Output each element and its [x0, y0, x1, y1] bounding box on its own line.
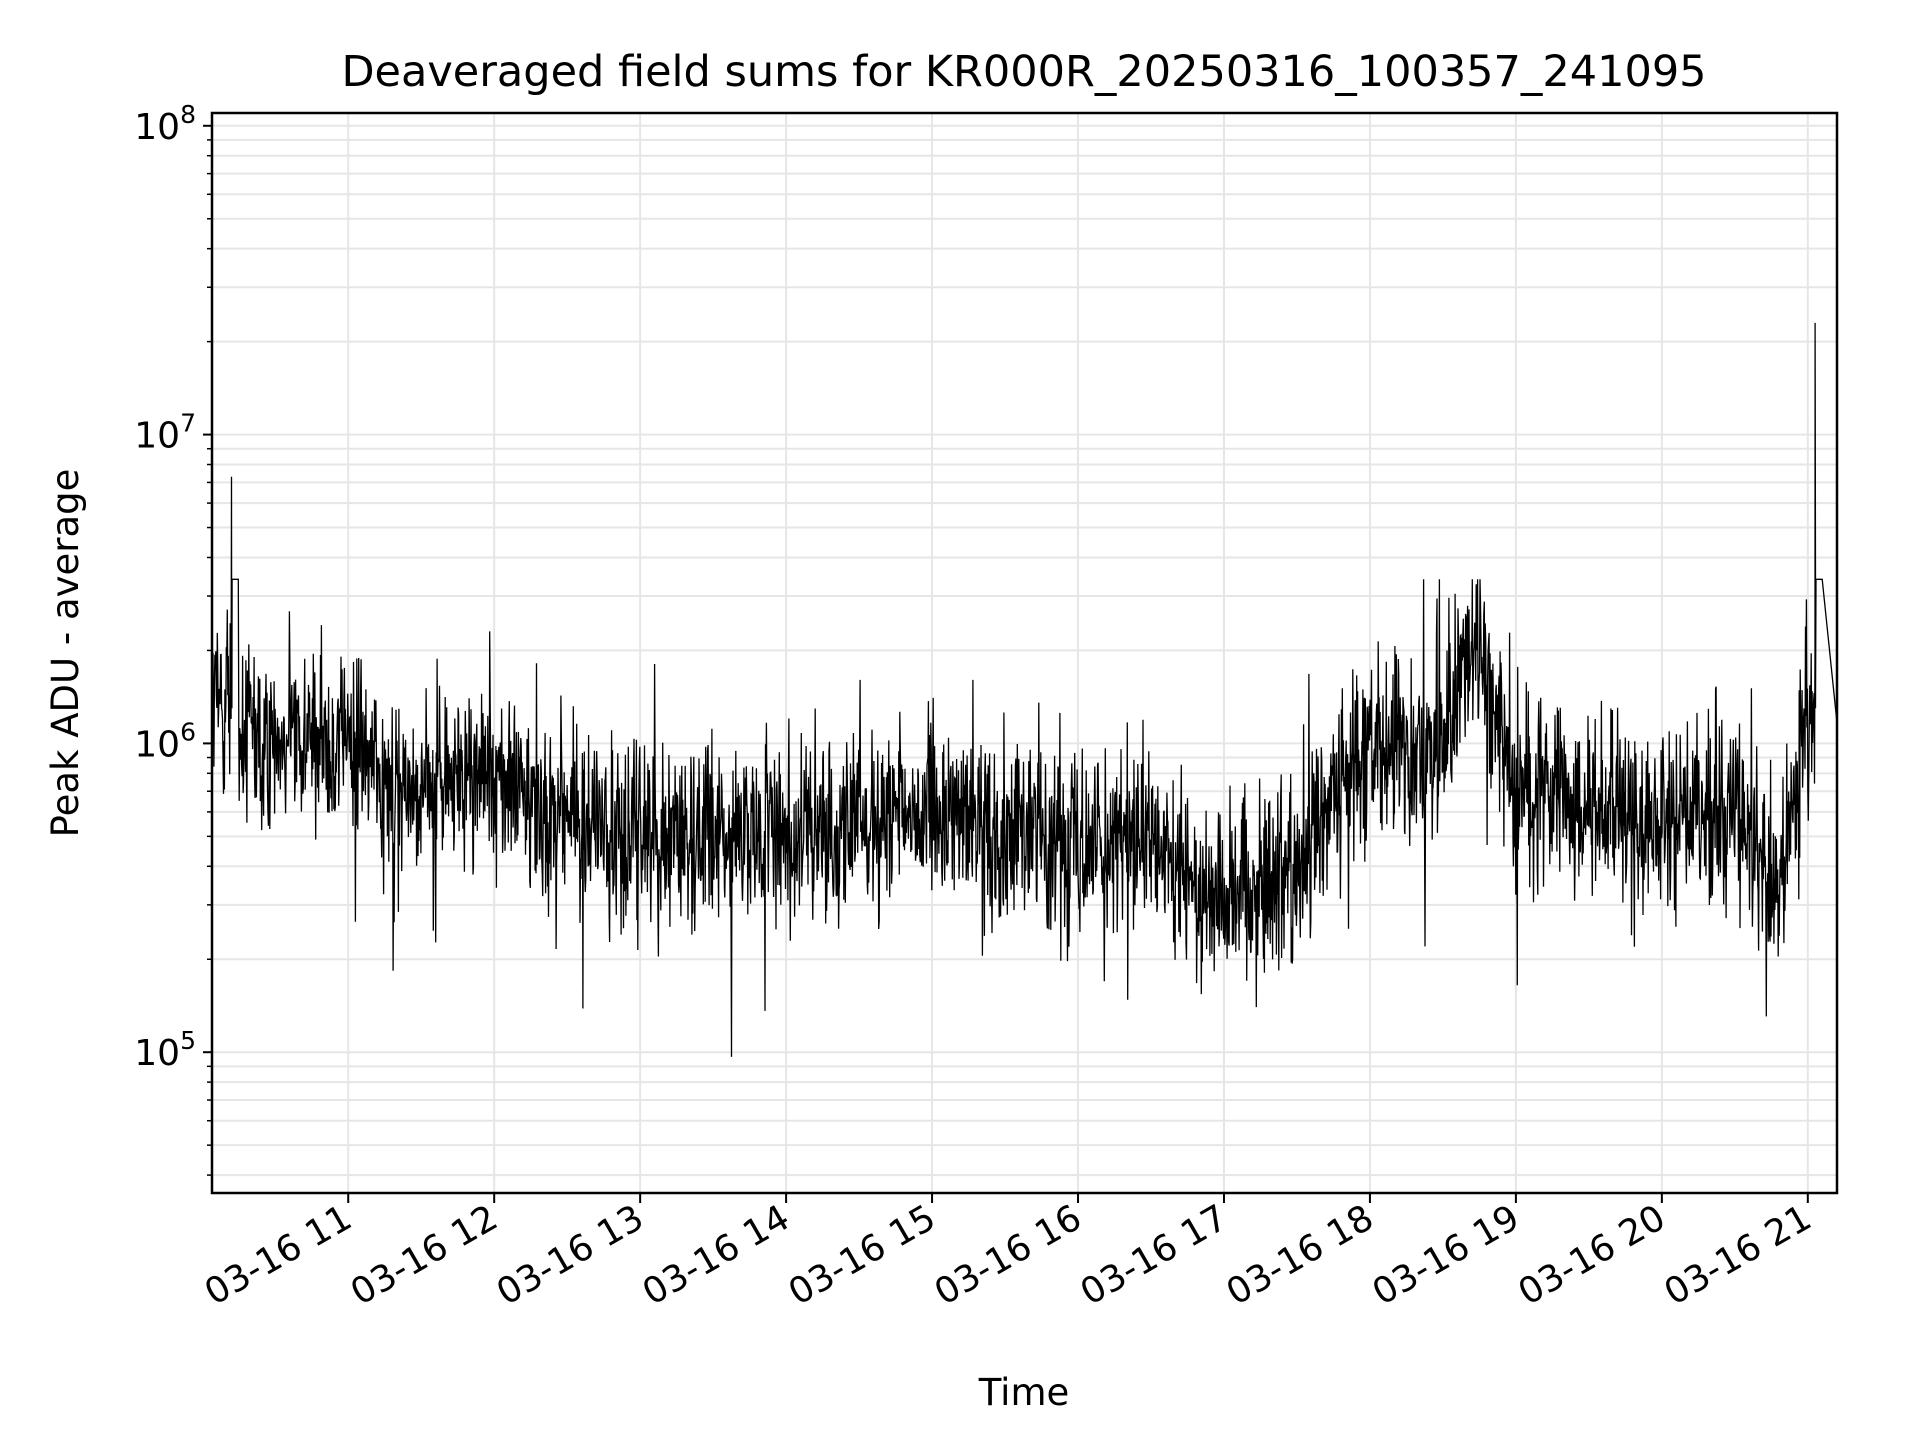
x-tick-label: 03-16 12 — [344, 1197, 505, 1313]
y-axis-label: Peak ADU - average — [44, 469, 87, 838]
x-tick-label: 03-16 19 — [1366, 1197, 1527, 1313]
y-tick-label: 105 — [134, 1026, 196, 1074]
x-tick-label: 03-16 21 — [1658, 1197, 1819, 1313]
x-tick-label: 03-16 17 — [1074, 1197, 1235, 1313]
x-tick-label: 03-16 11 — [198, 1197, 359, 1313]
x-axis-label: Time — [978, 1371, 1070, 1414]
x-tick-label: 03-16 13 — [490, 1197, 651, 1313]
y-tick-label: 108 — [134, 100, 196, 148]
x-tick-label: 03-16 20 — [1512, 1197, 1673, 1313]
plot-frame — [210, 111, 1839, 1195]
series-layer — [211, 159, 1839, 1057]
series-line — [211, 159, 1839, 1057]
plot-background — [212, 113, 1837, 1193]
y-tick-label: 107 — [134, 409, 196, 457]
x-tick-label: 03-16 15 — [782, 1197, 943, 1313]
y-axis: 105 106 107 108 — [134, 100, 212, 1176]
x-tick-label: 03-16 16 — [928, 1197, 1089, 1313]
y-tick-label: 106 — [134, 717, 196, 765]
x-tick-label: 03-16 14 — [636, 1197, 797, 1313]
x-tick-label: 03-16 18 — [1220, 1197, 1381, 1313]
chart-title: Deaveraged field sums for KR000R_2025031… — [341, 47, 1706, 97]
